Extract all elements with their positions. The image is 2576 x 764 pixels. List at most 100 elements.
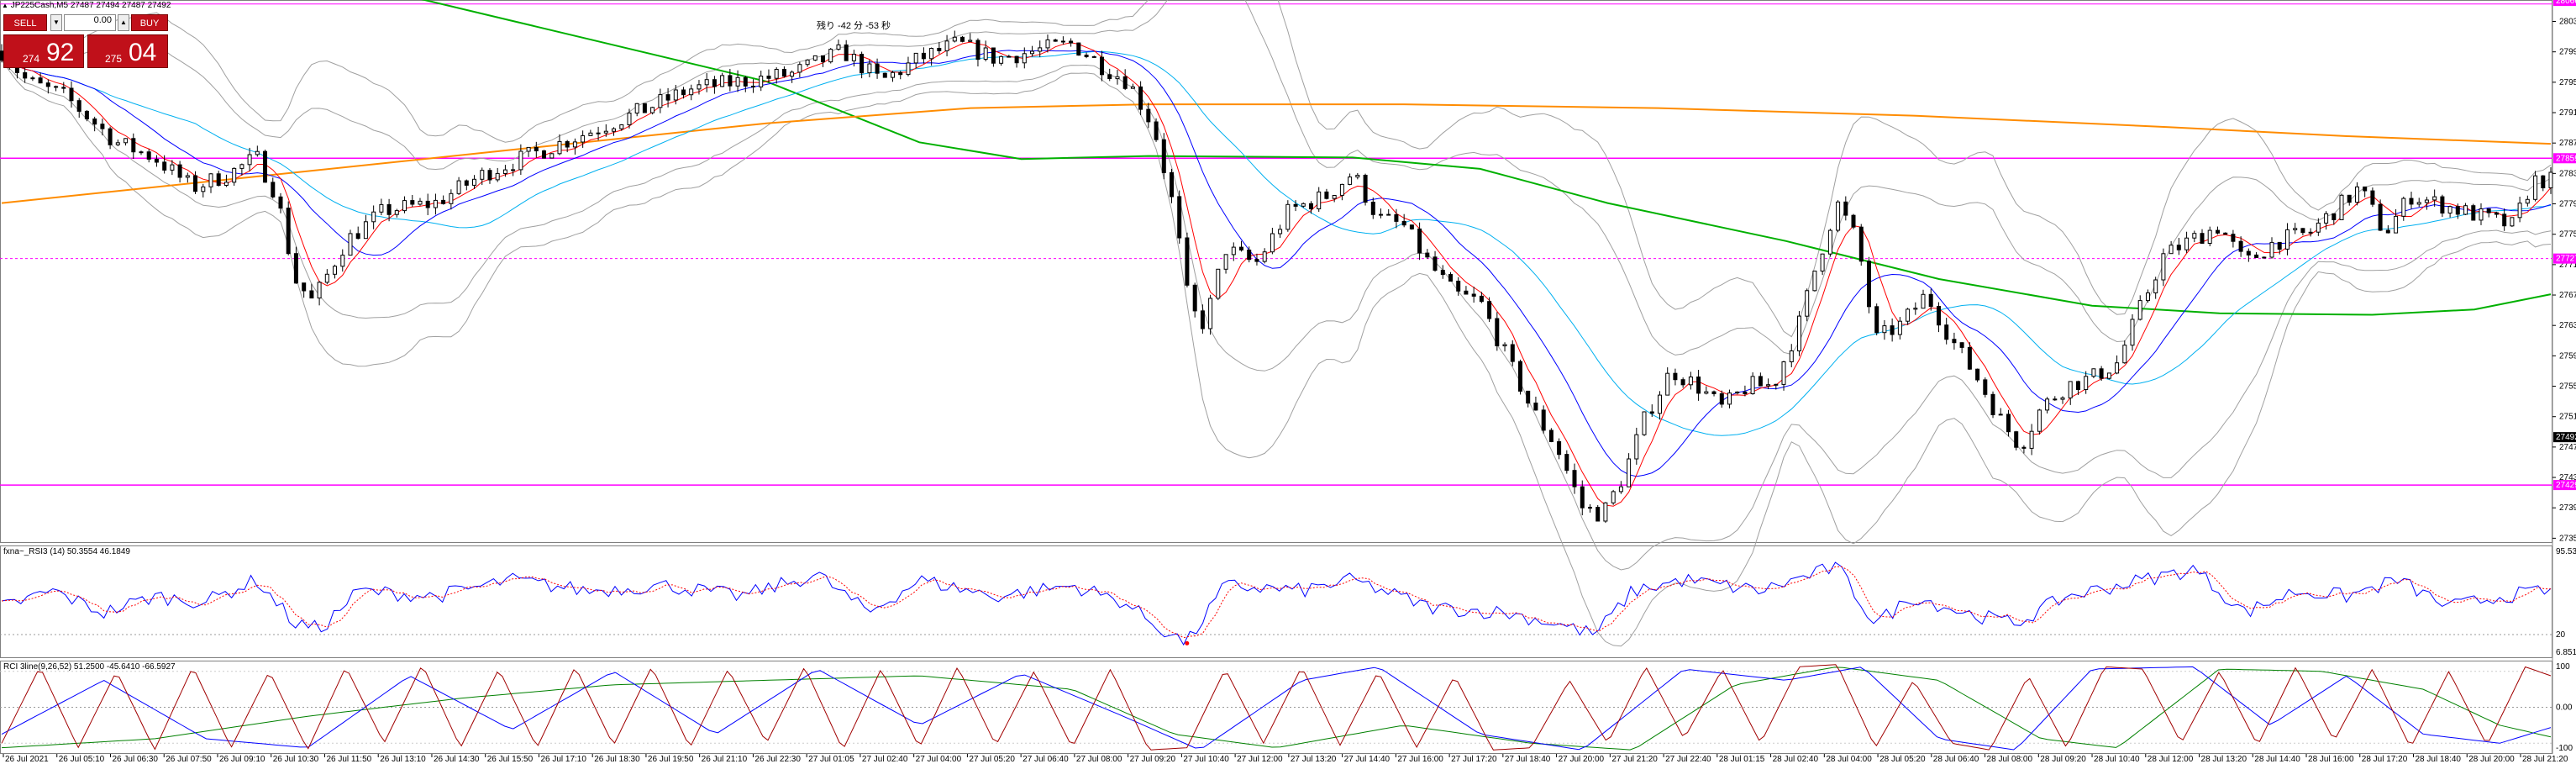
candle-body: [2246, 250, 2251, 256]
candle-body: [2293, 228, 2298, 230]
candle-body: [781, 69, 786, 77]
ma-blue: [1, 50, 2552, 477]
candle-body: [2045, 398, 2050, 411]
candle-body: [1401, 220, 1406, 226]
chart-menu-icon[interactable]: ▲: [2, 2, 8, 9]
candle-body: [581, 134, 586, 143]
candle-body: [2471, 205, 2476, 221]
time-tick-label: 27 Jul 20:00: [1559, 755, 1605, 764]
candle-body: [278, 196, 283, 209]
candle-body: [309, 290, 314, 299]
candle-body: [1913, 308, 1918, 310]
candle-body: [665, 94, 670, 101]
candle-body: [2479, 208, 2484, 221]
candle-body: [2541, 175, 2546, 188]
candle-body: [1874, 306, 1879, 334]
candle-body: [2370, 190, 2375, 205]
candle-body: [851, 54, 856, 61]
candle-body: [891, 71, 895, 78]
candle-body: [2416, 202, 2421, 205]
candle-body: [1658, 394, 1662, 414]
candle-body: [1618, 486, 1623, 493]
lot-size-input[interactable]: 0.00: [64, 14, 116, 31]
candle-body: [1937, 306, 1941, 326]
rsi-line: [1, 561, 2552, 646]
candle-body: [968, 40, 973, 42]
candle-body: [526, 146, 531, 152]
candle-body: [418, 200, 423, 205]
candle-body: [1836, 201, 1841, 231]
sell-price-box[interactable]: 274 92: [3, 34, 84, 68]
sell-button[interactable]: SELL: [3, 14, 47, 31]
candle-body: [2316, 222, 2321, 233]
rsi-axis-bottom: 6.8517: [2556, 648, 2576, 657]
candle-body: [449, 192, 454, 204]
candle-body: [76, 100, 81, 112]
candle-body: [1719, 393, 1724, 405]
candle-body: [2099, 368, 2104, 379]
time-tick-label: 28 Jul 20:00: [2468, 755, 2515, 764]
candle-body: [944, 40, 949, 51]
candle-body: [1278, 229, 1283, 234]
candle-body: [1170, 171, 1174, 198]
candle-body: [1952, 339, 1957, 344]
ma-lightblue: [1, 50, 2552, 436]
candle-body: [239, 164, 244, 169]
lot-increase-icon[interactable]: ▲: [118, 14, 129, 31]
candle-body: [1386, 213, 1391, 216]
price-tick-label: 27559: [2559, 382, 2576, 392]
time-tick-label: 28 Jul 08:00: [1987, 755, 2033, 764]
candle-body: [549, 153, 555, 159]
candle-body: [1967, 346, 1972, 370]
candle-body: [2285, 229, 2289, 250]
time-tick-label: 26 Jul 19:50: [648, 755, 694, 764]
level-badge-dash: 27727: [2556, 255, 2576, 264]
time-tick-label: 26 Jul 15:50: [487, 755, 534, 764]
candle-body: [185, 175, 190, 178]
candle-body: [704, 79, 709, 86]
candle-body: [154, 158, 159, 163]
candle-body: [1239, 246, 1243, 251]
candle-body: [898, 71, 903, 76]
time-tick-label: 27 Jul 21:20: [1611, 755, 1658, 764]
candle-body: [1781, 361, 1786, 385]
candle-body: [1014, 55, 1019, 64]
candle-body: [2223, 232, 2228, 235]
candle-body: [1696, 377, 1701, 394]
candle-body: [2200, 233, 2205, 245]
candle-body: [650, 107, 655, 113]
candle-body: [1727, 393, 1732, 405]
time-tick-label: 27 Jul 12:00: [1237, 755, 1283, 764]
buy-price-box[interactable]: 275 04: [87, 34, 168, 68]
candle-body: [286, 208, 291, 255]
price-tick-label: 27599: [2559, 351, 2576, 361]
candle-body: [394, 210, 399, 215]
time-tick-label: 28 Jul 21:20: [2522, 755, 2568, 764]
main-pane-frame: [0, 0, 2552, 543]
time-tick-label: 28 Jul 10:40: [2094, 755, 2140, 764]
buy-button[interactable]: BUY: [131, 14, 168, 31]
rci-long-line: [1, 667, 2552, 751]
lot-decrease-icon[interactable]: ▼: [50, 14, 62, 31]
time-tick-label: 27 Jul 02:40: [862, 755, 908, 764]
candle-body: [906, 62, 911, 76]
price-tick-label: 27919: [2559, 108, 2576, 118]
candle-body: [1812, 271, 1817, 292]
candle-body: [2122, 345, 2127, 364]
rsi-oversold-marker: [1185, 640, 1190, 645]
candle-body: [642, 103, 647, 113]
current-price-badge: 27492: [2556, 433, 2576, 442]
candle-body: [1495, 318, 1500, 346]
candle-body: [828, 49, 833, 63]
candle-body: [612, 128, 616, 132]
candle-body: [1216, 268, 1221, 299]
candle-body: [929, 48, 934, 60]
symbol-line: JP225Cash,M5 27487 27494 27487 27492: [10, 1, 171, 10]
candle-body: [1928, 293, 1933, 307]
candle-body: [1471, 293, 1476, 297]
price-tick-label: 27359: [2559, 534, 2576, 543]
candle-body: [2339, 194, 2344, 221]
candle-body: [1557, 441, 1562, 456]
